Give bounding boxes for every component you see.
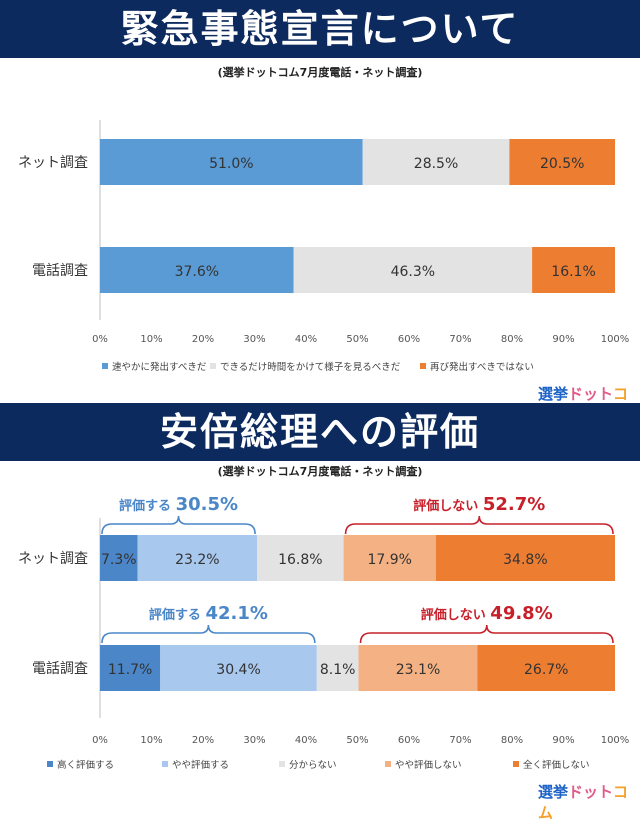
legend-swatch bbox=[210, 363, 216, 369]
x-tick-label: 40% bbox=[295, 334, 317, 345]
legend-swatch bbox=[162, 761, 168, 767]
bar-segment bbox=[343, 535, 436, 581]
x-tick-label: 60% bbox=[398, 334, 420, 345]
annotation-text: 評価しない 52.7% bbox=[413, 494, 545, 515]
annotation-bracket bbox=[344, 515, 614, 535]
data-label: 28.5% bbox=[414, 156, 458, 172]
x-tick-label: 100% bbox=[601, 334, 630, 345]
x-tick-label: 20% bbox=[192, 334, 214, 345]
legend-swatch bbox=[279, 761, 285, 767]
annotation-text: 評価しない 49.8% bbox=[421, 603, 553, 624]
x-tick-label: 90% bbox=[552, 334, 574, 345]
category-label: 電話調査 bbox=[32, 660, 88, 677]
x-tick-label: 70% bbox=[449, 334, 471, 345]
category-label: ネット調査 bbox=[18, 155, 88, 171]
data-label: 17.9% bbox=[367, 552, 411, 568]
chart1-subtitle: (選挙ドットコム7月度電話・ネット調査) bbox=[217, 66, 423, 79]
x-tick-label: 0% bbox=[92, 735, 108, 746]
category-label: ネット調査 bbox=[18, 551, 88, 567]
bar-segment bbox=[100, 139, 363, 185]
x-tick-label: 30% bbox=[243, 334, 265, 345]
legend-label: やや評価する bbox=[172, 759, 229, 771]
legend-swatch bbox=[102, 363, 108, 369]
annotation-label: 評価する bbox=[119, 498, 176, 514]
x-tick-label: 50% bbox=[346, 735, 368, 746]
annotation-text: 評価する 42.1% bbox=[149, 603, 268, 624]
chart2-banner-title: 安倍総理への評価 bbox=[0, 403, 640, 461]
x-tick-label: 100% bbox=[601, 735, 630, 746]
data-label: 16.8% bbox=[278, 552, 322, 568]
annotation-text: 評価する 30.5% bbox=[119, 494, 238, 515]
legend-swatch bbox=[385, 761, 391, 767]
x-tick-label: 30% bbox=[243, 735, 265, 746]
legend-label: 全く評価しない bbox=[523, 759, 590, 771]
bar-segment bbox=[100, 247, 294, 293]
bar-segment bbox=[362, 139, 510, 185]
x-tick-label: 40% bbox=[295, 735, 317, 746]
chart1-plot: ネット調査 51.0% 28.5% 20.5% 電話調査 37.6% 46.3% 16.1% 0… bbox=[18, 120, 630, 373]
data-label: 11.7% bbox=[108, 662, 152, 678]
annotation-value: 52.7% bbox=[483, 494, 545, 515]
x-tick-label: 10% bbox=[140, 735, 162, 746]
x-tick-label: 0% bbox=[92, 334, 108, 345]
chart2-plot: ネット調査 7.3% 23.2% 16.8% 17.9% 34.8% 電話調査 11.7% 30… bbox=[18, 494, 630, 771]
x-tick-label: 20% bbox=[192, 735, 214, 746]
bar-segment bbox=[532, 247, 615, 293]
legend-label: できるだけ時間をかけて様子を見るべきだ bbox=[220, 361, 401, 373]
data-label: 26.7% bbox=[524, 662, 568, 678]
data-label: 37.6% bbox=[175, 264, 219, 280]
bar-segment bbox=[100, 535, 138, 581]
legend-label: やや評価しない bbox=[395, 759, 462, 771]
bar-segment bbox=[293, 247, 533, 293]
bar-segment bbox=[137, 535, 258, 581]
data-label: 20.5% bbox=[540, 156, 584, 172]
annotation-bracket bbox=[101, 515, 256, 535]
data-label: 46.3% bbox=[391, 264, 435, 280]
x-tick-label: 10% bbox=[140, 334, 162, 345]
annotation-label: 評価しない bbox=[413, 498, 483, 514]
annotation-value: 30.5% bbox=[176, 494, 238, 515]
data-label: 16.1% bbox=[551, 264, 595, 280]
data-label: 23.1% bbox=[396, 662, 440, 678]
legend-label: 速やかに発出すべきだ bbox=[112, 361, 207, 373]
chart1-banner-title: 緊急事態宣言について bbox=[0, 0, 640, 58]
x-tick-label: 80% bbox=[501, 334, 523, 345]
annotation-value: 49.8% bbox=[490, 603, 552, 624]
data-label: 23.2% bbox=[175, 552, 219, 568]
data-label: 51.0% bbox=[209, 156, 253, 172]
annotation-label: 評価しない bbox=[421, 607, 491, 623]
bar-segment bbox=[509, 139, 615, 185]
legend-label: 分からない bbox=[289, 760, 337, 771]
annotation-bracket bbox=[359, 624, 614, 644]
bar-segment bbox=[160, 645, 317, 691]
x-tick-label: 90% bbox=[552, 735, 574, 746]
data-label: 34.8% bbox=[503, 552, 547, 568]
bar-segment bbox=[435, 535, 615, 581]
data-label: 30.4% bbox=[216, 662, 260, 678]
data-label: 8.1% bbox=[320, 662, 356, 678]
x-tick-label: 80% bbox=[501, 735, 523, 746]
annotation-bracket bbox=[101, 624, 316, 644]
bar-segment bbox=[316, 645, 359, 691]
legend-label: 高く評価する bbox=[57, 759, 114, 771]
legend-label: 再び発出すべきではない bbox=[430, 361, 534, 373]
logo-2: 選挙ドットコム bbox=[538, 783, 629, 822]
x-tick-label: 60% bbox=[398, 735, 420, 746]
bar-segment bbox=[257, 535, 344, 581]
data-label: 7.3% bbox=[101, 552, 137, 568]
chart2-subtitle: (選挙ドットコム7月度電話・ネット調査) bbox=[217, 465, 423, 478]
legend-swatch bbox=[513, 761, 519, 767]
x-tick-label: 50% bbox=[346, 334, 368, 345]
bar-segment bbox=[358, 645, 478, 691]
x-tick-label: 70% bbox=[449, 735, 471, 746]
annotation-value: 42.1% bbox=[205, 603, 267, 624]
legend-swatch bbox=[420, 363, 426, 369]
annotation-label: 評価する bbox=[149, 607, 206, 623]
bar-segment bbox=[100, 645, 161, 691]
legend-swatch bbox=[47, 761, 53, 767]
bar-segment bbox=[477, 645, 615, 691]
category-label: 電話調査 bbox=[32, 262, 88, 279]
